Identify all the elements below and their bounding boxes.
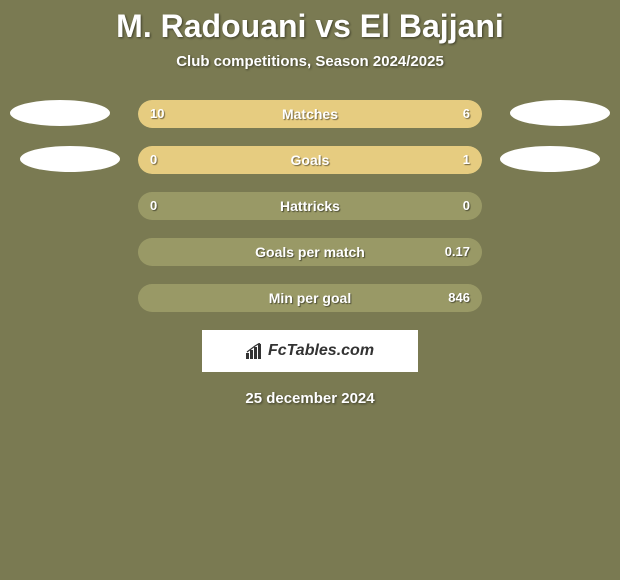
branding[interactable]: FcTables.com bbox=[202, 330, 418, 372]
stat-right-value: 846 bbox=[448, 284, 470, 312]
stat-label: Goals bbox=[138, 146, 482, 174]
stat-label: Min per goal bbox=[138, 284, 482, 312]
content-area: 10 Matches 6 0 Goals 1 0 Hattricks 0 Goa… bbox=[0, 100, 620, 407]
stat-label: Matches bbox=[138, 100, 482, 128]
stat-right-value: 0 bbox=[463, 192, 470, 220]
date: 25 december 2024 bbox=[0, 390, 620, 407]
stat-right-value: 0.17 bbox=[445, 238, 470, 266]
stat-row-goals-per-match: Goals per match 0.17 bbox=[138, 238, 482, 266]
stat-row-min-per-goal: Min per goal 846 bbox=[138, 284, 482, 312]
stat-right-value: 1 bbox=[463, 146, 470, 174]
player-right-avatar bbox=[510, 100, 610, 126]
branding-text: FcTables.com bbox=[268, 342, 374, 360]
subtitle: Club competitions, Season 2024/2025 bbox=[0, 53, 620, 70]
player-left-avatar bbox=[10, 100, 110, 126]
stat-row-goals: 0 Goals 1 bbox=[138, 146, 482, 174]
page-title: M. Radouani vs El Bajjani bbox=[0, 0, 620, 45]
stat-row-hattricks: 0 Hattricks 0 bbox=[138, 192, 482, 220]
team-left-avatar bbox=[20, 146, 120, 172]
stats-container: 10 Matches 6 0 Goals 1 0 Hattricks 0 Goa… bbox=[138, 100, 482, 312]
stat-label: Goals per match bbox=[138, 238, 482, 266]
stat-row-matches: 10 Matches 6 bbox=[138, 100, 482, 128]
chart-icon bbox=[246, 343, 264, 359]
team-right-avatar bbox=[500, 146, 600, 172]
stat-label: Hattricks bbox=[138, 192, 482, 220]
stat-right-value: 6 bbox=[463, 100, 470, 128]
